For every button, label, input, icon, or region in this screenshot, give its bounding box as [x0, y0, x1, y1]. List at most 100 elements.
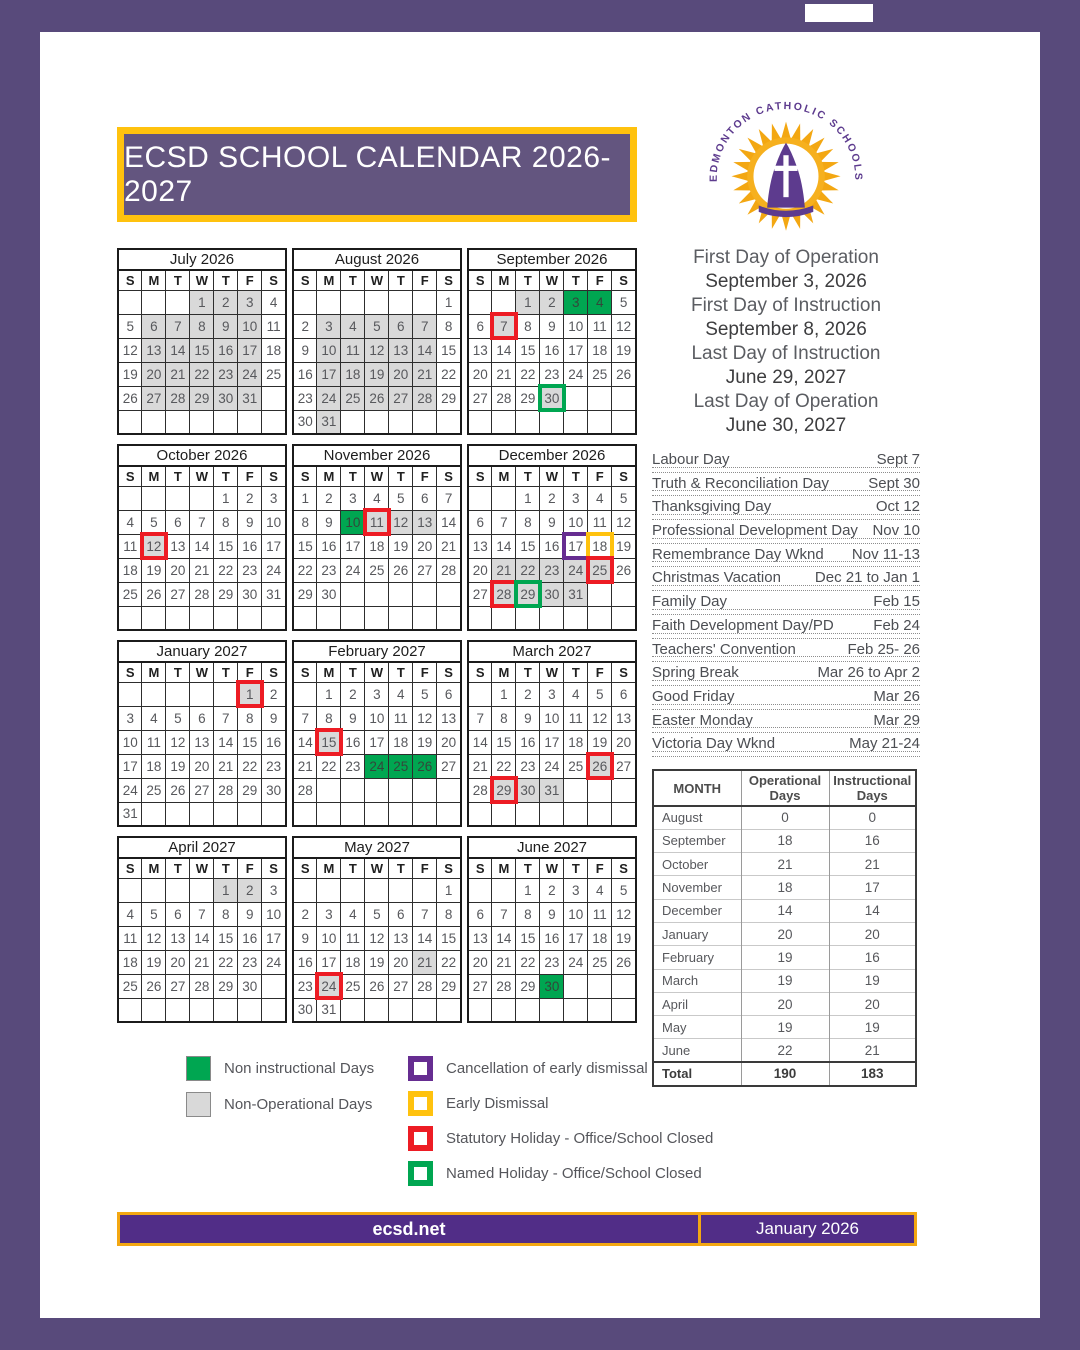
day-cell: 21	[436, 533, 462, 559]
day-cell	[412, 605, 438, 631]
week-row: 25 26 27 28 29 30	[117, 973, 287, 999]
day-cell	[563, 385, 589, 411]
day-cell: 13	[189, 729, 215, 755]
weekday-header: T	[213, 857, 239, 879]
week-row: 30 31	[292, 409, 462, 435]
weekday-header: S	[117, 269, 143, 291]
day-cell: 10	[563, 509, 589, 535]
table-cell-month: March	[653, 968, 741, 993]
weekday-header: F	[412, 661, 438, 683]
day-cell: 16	[539, 337, 565, 363]
day-cell: 20	[189, 753, 215, 779]
table-cell-value: 0	[828, 805, 916, 830]
day-cell: 11	[340, 337, 366, 363]
week-row: 25 26 27 28 29 30 31	[117, 581, 287, 607]
day-cell	[467, 289, 493, 315]
day-cell: 15	[314, 728, 343, 756]
week-row: 27 28 29 30	[467, 384, 637, 412]
day-cell: 2	[340, 681, 366, 707]
key-date-value: June 29, 2027	[725, 367, 847, 388]
day-cell	[436, 777, 462, 803]
day-cell: 1	[189, 289, 215, 315]
weekday-header: S	[611, 857, 637, 879]
weekday-header: T	[563, 857, 589, 879]
week-row	[117, 997, 287, 1023]
weekday-header: S	[611, 661, 637, 683]
weekday-header: S	[467, 661, 493, 683]
weekday-header: M	[141, 661, 167, 683]
corner-overlay	[805, 4, 873, 22]
day-cell	[412, 581, 438, 607]
day-cell: 29	[189, 385, 215, 411]
day-cell: 13	[467, 533, 493, 559]
day-cell: 24	[563, 949, 589, 975]
table-total-row: Total 190 183	[653, 1061, 916, 1086]
day-cell	[364, 801, 390, 827]
day-cell: 18	[117, 557, 143, 583]
day-cell: 16	[237, 533, 263, 559]
month-calendar-may-2027: May 2027 S M T W T F S 1 2 3 4 5 6 7 8 9 10 11 12 13 14 15 16 17…	[292, 836, 462, 1023]
day-cell: 7	[412, 901, 438, 927]
day-cell: 14	[412, 925, 438, 951]
week-row: 19 20 21 22 23 24 25	[117, 361, 287, 387]
day-cell: 25	[587, 361, 613, 387]
day-cell: 23	[340, 753, 366, 779]
day-cell: 24	[539, 753, 565, 779]
day-cell: 8	[491, 705, 517, 731]
day-cell: 2	[237, 877, 263, 903]
table-cell-value: 16	[828, 945, 916, 970]
day-cell	[261, 997, 287, 1023]
day-cell: 10	[563, 901, 589, 927]
day-cell: 16	[261, 729, 287, 755]
key-date-value: September 3, 2026	[705, 271, 867, 292]
week-row	[292, 801, 462, 827]
day-cell: 15	[189, 337, 215, 363]
day-cell: 18	[587, 337, 613, 363]
day-cell: 3	[261, 485, 287, 511]
footer-date-label: January 2026	[755, 1219, 860, 1238]
table-row: December 14 14	[653, 898, 916, 923]
day-cell	[141, 801, 167, 827]
day-cell	[491, 801, 517, 827]
day-cell: 13	[165, 925, 191, 951]
day-cell: 30	[539, 973, 565, 999]
day-cell	[165, 997, 191, 1023]
week-row	[117, 605, 287, 631]
day-cell	[467, 997, 493, 1023]
logo-arch-and-cross	[758, 142, 814, 218]
day-cell	[165, 485, 191, 511]
month-calendar-january-2027: January 2027 S M T W T F S 1 2 3 4 5 6 7 8 9 10 11 12 13 14 15…	[117, 640, 287, 827]
day-cell: 7	[467, 705, 493, 731]
weekday-header: F	[587, 269, 613, 291]
table-cell-month: June	[653, 1038, 741, 1063]
day-cell: 15	[515, 925, 541, 951]
day-cell: 2	[515, 681, 541, 707]
month-title-row: January 2027	[117, 640, 287, 663]
legend-label: Cancellation of early dismissal	[446, 1060, 648, 1077]
month-title: November 2026	[292, 444, 462, 467]
key-date-label: Last Day of Operation	[693, 391, 879, 412]
table-total-value: 183	[828, 1061, 916, 1086]
weekday-header: W	[364, 857, 390, 879]
day-cell: 27	[436, 753, 462, 779]
holiday-date: Mar 29	[873, 711, 920, 729]
day-cell: 18	[117, 949, 143, 975]
day-cell: 17	[563, 337, 589, 363]
weekday-header: M	[316, 269, 342, 291]
day-cell: 26	[585, 752, 614, 780]
day-cell	[491, 289, 517, 315]
day-cell	[141, 289, 167, 315]
day-cell: 26	[388, 557, 414, 583]
month-title: March 2027	[467, 640, 637, 663]
day-cell	[213, 409, 239, 435]
day-cell	[340, 581, 366, 607]
table-cell-value: 0	[740, 805, 829, 830]
day-cell: 12	[117, 337, 143, 363]
day-cell: 19	[364, 949, 390, 975]
day-cell	[316, 605, 342, 631]
day-cell: 11	[587, 313, 613, 339]
